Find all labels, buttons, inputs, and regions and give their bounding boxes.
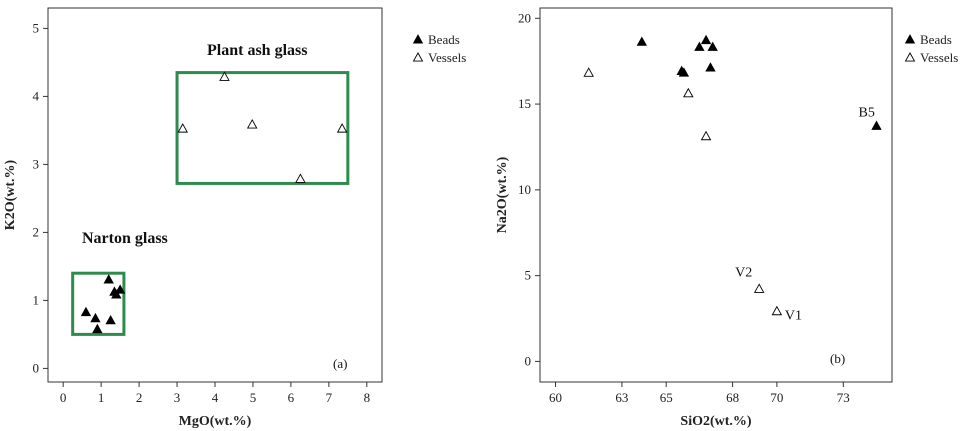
y-tick-label: 20: [518, 10, 531, 25]
y-tick-label: 2: [33, 224, 40, 239]
bead-point: [707, 41, 718, 51]
region-box-plant-ash-glass: [175, 71, 350, 185]
bead-point: [105, 314, 116, 325]
panel-a-scatter-mgo-k2o: 0 1 2 3 4 5 6 7 8 0 1 2 3 4 5 MgO(wt.%) K2O(wt.%) Narton …: [3, 7, 466, 429]
bead-point: [871, 120, 882, 130]
x-tick-label: 63: [615, 390, 628, 405]
plot-frame: [539, 7, 893, 383]
x-tick-label: 6: [288, 390, 295, 405]
vessel-point: [177, 123, 189, 133]
vessel-point: [219, 71, 230, 81]
x-tick-label: 3: [174, 390, 181, 405]
y-axis-label: K2O(wt.%): [3, 159, 18, 230]
x-tick-label: 8: [364, 390, 371, 405]
x-tick-label: 68: [726, 390, 739, 405]
bead-point: [700, 34, 712, 45]
vessel-point: [246, 119, 258, 129]
bead-point: [92, 323, 103, 334]
vessel-point: [700, 130, 712, 141]
legend-entry: Beads: [428, 32, 460, 47]
y-tick-label: 15: [518, 96, 531, 111]
legend-entry: Vessels: [428, 50, 466, 65]
y-tick-label: 5: [525, 268, 532, 283]
bead-point: [636, 36, 648, 46]
region-label: Narton glass: [82, 230, 168, 247]
panel-tag: (a): [333, 356, 347, 371]
x-tick-label: 0: [60, 390, 67, 405]
y-tick-label: 0: [33, 360, 40, 375]
legend-marker: [412, 52, 424, 62]
y-axis-label: Na2O(wt.%): [495, 156, 510, 233]
legend-marker: [412, 34, 424, 44]
x-tick-label: 4: [212, 390, 219, 405]
y-tick-label: 0: [525, 353, 532, 368]
point-annotation: B5: [859, 105, 875, 120]
bead-point: [103, 274, 114, 284]
y-tick-label: 3: [33, 156, 40, 171]
bead-point: [705, 62, 716, 72]
vessel-point: [771, 305, 783, 316]
x-tick-label: 5: [250, 390, 257, 405]
bead-point: [694, 41, 705, 51]
x-axis-label: SiO2(wt.%): [680, 414, 752, 429]
x-tick-label: 70: [770, 390, 783, 405]
vessel-point: [683, 87, 694, 98]
x-tick-label: 60: [549, 390, 562, 405]
y-tick-label: 4: [33, 88, 40, 103]
vessel-point: [583, 67, 594, 77]
x-tick-label: 1: [98, 390, 105, 405]
bead-point: [111, 289, 122, 299]
x-tick-label: 73: [837, 390, 850, 405]
region-box-narton-glass: [71, 271, 126, 336]
bead-point: [114, 284, 126, 294]
y-tick-label: 1: [33, 292, 40, 307]
y-tick-label: 10: [518, 182, 531, 197]
point-annotation: V2: [735, 265, 752, 280]
legend: Beads Vessels: [412, 32, 466, 65]
legend-entry: Beads: [920, 32, 952, 47]
legend-entry: Vessels: [920, 50, 958, 65]
panel-tag: (b): [830, 351, 845, 366]
x-tick-label: 65: [660, 390, 673, 405]
bead-point: [678, 67, 690, 77]
region-label: Plant ash glass: [207, 42, 307, 59]
point-annotation: V1: [785, 309, 802, 324]
legend: Beads Vessels: [904, 32, 958, 65]
x-tick-label: 7: [326, 390, 333, 405]
y-tick-label: 5: [33, 20, 40, 35]
panel-b-scatter-sio2-na2o: 60 63 65 68 70 73 0 5 10 15 20 SiO2(wt.%) Na2O(wt.%)…: [495, 7, 958, 429]
x-axis-label: MgO(wt.%): [179, 414, 252, 429]
legend-marker: [904, 52, 916, 62]
x-tick-label: 2: [136, 390, 143, 405]
vessel-point: [753, 283, 765, 293]
bead-point: [90, 312, 101, 323]
bead-point: [80, 306, 92, 317]
vessel-point: [295, 173, 306, 183]
legend-marker: [904, 34, 916, 44]
vessel-point: [336, 123, 348, 133]
